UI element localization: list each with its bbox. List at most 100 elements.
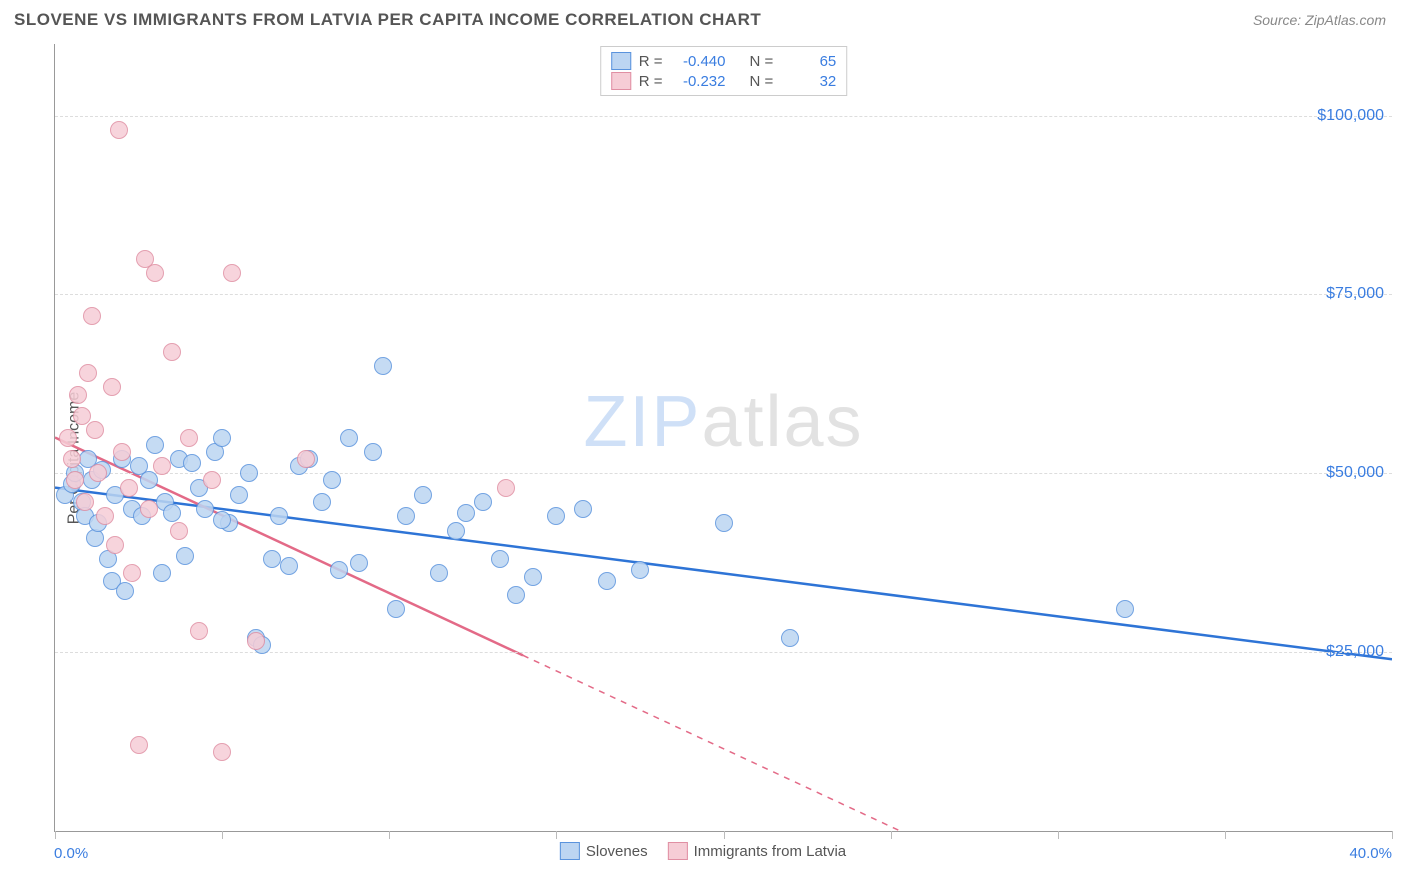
data-point xyxy=(350,554,368,572)
data-point xyxy=(86,421,104,439)
data-point xyxy=(130,736,148,754)
data-point xyxy=(69,386,87,404)
data-point xyxy=(247,632,265,650)
y-tick-label: $75,000 xyxy=(1326,285,1384,303)
data-point xyxy=(491,550,509,568)
y-tick-label: $100,000 xyxy=(1317,107,1384,125)
data-point xyxy=(457,504,475,522)
x-tick xyxy=(724,831,725,839)
gridline xyxy=(55,294,1392,295)
watermark: ZIPatlas xyxy=(583,381,863,463)
data-point xyxy=(79,364,97,382)
data-point xyxy=(574,500,592,518)
data-point xyxy=(120,479,138,497)
r-value-latvia: -0.232 xyxy=(671,73,726,90)
data-point xyxy=(146,264,164,282)
data-point xyxy=(631,561,649,579)
x-tick xyxy=(222,831,223,839)
data-point xyxy=(183,454,201,472)
data-point xyxy=(203,471,221,489)
data-point xyxy=(213,511,231,529)
data-point xyxy=(323,471,341,489)
chart-title: SLOVENE VS IMMIGRANTS FROM LATVIA PER CA… xyxy=(14,10,761,30)
data-point xyxy=(63,450,81,468)
data-point xyxy=(297,450,315,468)
x-axis-max-label: 40.0% xyxy=(1349,845,1392,862)
data-point xyxy=(163,504,181,522)
data-point xyxy=(340,429,358,447)
n-value-slovenes: 65 xyxy=(781,53,836,70)
data-point xyxy=(230,486,248,504)
data-point xyxy=(430,564,448,582)
legend-row-latvia: R = -0.232 N = 32 xyxy=(611,71,837,91)
x-tick xyxy=(55,831,56,839)
source-attribution: Source: ZipAtlas.com xyxy=(1253,12,1386,28)
trend-lines xyxy=(55,44,1392,831)
x-axis-min-label: 0.0% xyxy=(54,845,88,862)
data-point xyxy=(123,564,141,582)
data-point xyxy=(176,547,194,565)
data-point xyxy=(116,582,134,600)
data-point xyxy=(1116,600,1134,618)
n-label: N = xyxy=(750,53,774,70)
y-tick-label: $25,000 xyxy=(1326,643,1384,661)
n-value-latvia: 32 xyxy=(781,73,836,90)
data-point xyxy=(83,307,101,325)
data-point xyxy=(414,486,432,504)
data-point xyxy=(213,743,231,761)
data-point xyxy=(170,522,188,540)
data-point xyxy=(397,507,415,525)
data-point xyxy=(59,429,77,447)
legend-item-slovenes: Slovenes xyxy=(560,842,648,860)
data-point xyxy=(113,443,131,461)
data-point xyxy=(474,493,492,511)
data-point xyxy=(270,507,288,525)
legend-row-slovenes: R = -0.440 N = 65 xyxy=(611,51,837,71)
data-point xyxy=(190,622,208,640)
data-point xyxy=(330,561,348,579)
chart-container: Per Capita Income ZIPatlas R = -0.440 N … xyxy=(14,44,1392,872)
swatch-latvia xyxy=(611,72,631,90)
data-point xyxy=(89,464,107,482)
data-point xyxy=(715,514,733,532)
data-point xyxy=(240,464,258,482)
gridline xyxy=(55,652,1392,653)
swatch-slovenes xyxy=(611,52,631,70)
x-tick xyxy=(389,831,390,839)
data-point xyxy=(507,586,525,604)
x-tick xyxy=(1225,831,1226,839)
data-point xyxy=(387,600,405,618)
data-point xyxy=(140,471,158,489)
data-point xyxy=(374,357,392,375)
data-point xyxy=(73,407,91,425)
watermark-atlas: atlas xyxy=(701,382,863,462)
gridline xyxy=(55,116,1392,117)
plot-area: ZIPatlas R = -0.440 N = 65 R = -0.232 N … xyxy=(54,44,1392,832)
data-point xyxy=(313,493,331,511)
data-point xyxy=(213,429,231,447)
data-point xyxy=(223,264,241,282)
data-point xyxy=(280,557,298,575)
r-label: R = xyxy=(639,73,663,90)
data-point xyxy=(547,507,565,525)
data-point xyxy=(263,550,281,568)
swatch-slovenes xyxy=(560,842,580,860)
data-point xyxy=(524,568,542,586)
data-point xyxy=(96,507,114,525)
data-point xyxy=(146,436,164,454)
x-tick xyxy=(556,831,557,839)
correlation-legend: R = -0.440 N = 65 R = -0.232 N = 32 xyxy=(600,46,848,96)
x-tick xyxy=(1392,831,1393,839)
data-point xyxy=(106,536,124,554)
data-point xyxy=(180,429,198,447)
data-point xyxy=(110,121,128,139)
data-point xyxy=(196,500,214,518)
r-value-slovenes: -0.440 xyxy=(671,53,726,70)
swatch-latvia xyxy=(668,842,688,860)
data-point xyxy=(153,564,171,582)
data-point xyxy=(103,378,121,396)
legend-item-latvia: Immigrants from Latvia xyxy=(668,842,847,860)
y-tick-label: $50,000 xyxy=(1326,464,1384,482)
data-point xyxy=(66,471,84,489)
data-point xyxy=(140,500,158,518)
